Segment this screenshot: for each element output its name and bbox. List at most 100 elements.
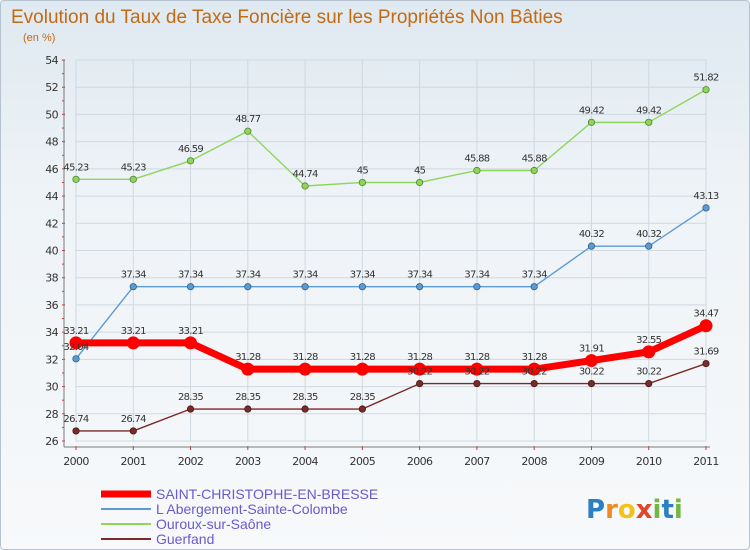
data-point (129, 427, 137, 435)
data-label: 33.21 (63, 326, 88, 337)
data-point (416, 178, 424, 187)
data-point (72, 355, 80, 363)
y-tick-label: 38 (45, 272, 58, 285)
series-line-3 (75, 362, 707, 432)
data-point (645, 118, 653, 126)
data-label: 45.23 (63, 162, 88, 173)
data-point (530, 379, 538, 388)
data-label: 49.42 (636, 105, 661, 116)
data-point (355, 362, 369, 376)
data-point (298, 362, 312, 376)
logo-letter: r (605, 495, 618, 525)
data-point (358, 283, 366, 291)
data-label: 45.88 (522, 153, 547, 164)
data-point (702, 86, 710, 94)
logo-letter: o (618, 495, 636, 525)
data-point (72, 427, 80, 435)
data-point (527, 362, 541, 376)
data-label: 37.34 (522, 270, 547, 281)
data-point (186, 405, 195, 413)
data-point (645, 379, 653, 388)
data-label: 28.35 (235, 392, 260, 403)
chart-subtitle: (en %) (23, 32, 55, 44)
x-tick-label: 2009 (579, 455, 605, 468)
legend-label: L Abergement-Sainte-Colombe (156, 501, 348, 517)
data-point (129, 283, 137, 291)
data-point (587, 379, 596, 388)
logo-letter: x (636, 495, 653, 525)
chart-title: Evolution du Taux de Taxe Foncière sur l… (11, 7, 563, 28)
data-point (241, 362, 255, 376)
data-point (473, 283, 481, 291)
data-label: 45 (357, 165, 369, 176)
x-tick-label: 2003 (235, 455, 261, 468)
data-point (530, 166, 538, 175)
y-tick-label: 48 (45, 136, 58, 149)
data-label: 31.91 (579, 344, 604, 355)
y-tick-label: 28 (45, 408, 58, 421)
x-tick-label: 2008 (521, 455, 547, 468)
data-label: 37.34 (178, 270, 203, 281)
x-tick-label: 2006 (407, 455, 433, 468)
data-point (702, 204, 710, 212)
y-tick-label: 32 (45, 353, 58, 366)
data-point (244, 283, 252, 291)
data-label: 34.47 (693, 309, 718, 320)
data-label: 37.34 (121, 270, 146, 281)
x-tick-label: 2004 (292, 455, 318, 468)
data-label: 48.77 (235, 114, 260, 125)
data-label: 37.34 (464, 270, 489, 281)
data-point (699, 319, 713, 333)
x-tick-label: 2001 (120, 455, 146, 468)
data-point (473, 379, 481, 388)
data-point (416, 379, 424, 388)
data-label: 32.55 (636, 335, 661, 346)
data-label: 28.35 (350, 392, 375, 403)
data-point (129, 175, 137, 183)
data-point (587, 118, 596, 126)
data-point (584, 354, 598, 368)
data-label: 31.28 (407, 352, 432, 363)
data-point (244, 405, 252, 413)
logo-text: Proxiti (586, 495, 683, 525)
data-label: 31.28 (235, 352, 260, 363)
x-tick-label: 2000 (63, 455, 89, 468)
data-label: 40.32 (636, 229, 661, 240)
grid (75, 59, 707, 442)
y-tick-label: 26 (45, 435, 58, 448)
x-tick-label: 2005 (350, 455, 376, 468)
data-labels: 45.23 45.23 46.59 48.77 44.74 45 45 45.88 45.88 4… (63, 73, 719, 425)
y-tick-label: 30 (45, 381, 58, 394)
data-point (72, 175, 80, 183)
data-point (186, 157, 195, 165)
data-label: 43.13 (693, 191, 718, 202)
y-tick-label: 34 (45, 326, 58, 339)
data-label: 33.21 (121, 326, 146, 337)
y-tick-label: 50 (45, 108, 58, 121)
data-label: 30.22 (522, 367, 547, 378)
series (69, 86, 713, 435)
data-point (358, 405, 366, 413)
y-tick-label: 42 (45, 217, 58, 230)
data-point (587, 242, 596, 250)
data-label: 37.34 (293, 270, 318, 281)
data-point (358, 178, 366, 187)
logo-letter: t (661, 495, 673, 525)
data-point (244, 127, 252, 135)
logo-letter: i (653, 495, 662, 525)
logo-letter: i (674, 495, 683, 525)
data-label: 45.88 (464, 153, 489, 164)
data-label: 26.74 (63, 414, 88, 425)
data-point (645, 242, 653, 250)
data-point (413, 362, 427, 376)
series-line-1 (75, 207, 707, 360)
data-label: 26.74 (121, 414, 146, 425)
y-tick-label: 40 (45, 245, 58, 258)
axes: 26 28 30 32 34 36 38 40 42 44 46 48 50 52 54 2000 2001 20… (45, 54, 719, 468)
data-label: 44.74 (293, 169, 318, 180)
data-label: 49.42 (579, 105, 604, 116)
data-point (184, 336, 198, 350)
data-label: 45 (414, 165, 426, 176)
